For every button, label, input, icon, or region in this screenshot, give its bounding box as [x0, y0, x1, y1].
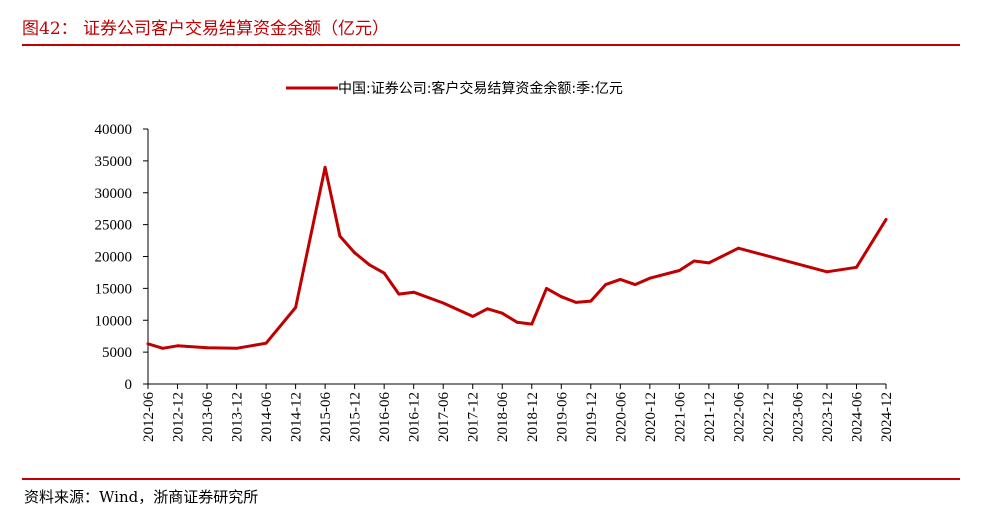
- x-tick-label: 2017-12: [466, 392, 482, 442]
- data-point: [589, 299, 593, 303]
- x-tick-label: 2012-06: [141, 392, 157, 442]
- x-tick-label: 2021-06: [672, 392, 688, 442]
- x-tick-label: 2024-12: [879, 392, 895, 442]
- data-point: [471, 315, 475, 318]
- data-point: [618, 278, 622, 281]
- y-tick-label: 25000: [95, 218, 133, 234]
- data-point: [604, 283, 607, 286]
- title-divider: [22, 44, 960, 46]
- data-point: [530, 322, 534, 326]
- x-tick-label: 2013-12: [230, 392, 246, 442]
- data-point: [382, 271, 386, 275]
- source-note: 资料来源：Wind，浙商证券研究所: [24, 488, 259, 506]
- data-point: [338, 234, 342, 238]
- series-group: [146, 165, 888, 350]
- x-tick-label: 2020-06: [613, 392, 629, 442]
- x-tick-label: 2018-12: [525, 392, 541, 442]
- x-tick-label: 2020-12: [643, 392, 659, 442]
- x-tick-label: 2013-06: [200, 392, 216, 442]
- y-tick-label: 5000: [102, 345, 132, 361]
- data-point: [692, 259, 696, 263]
- data-point: [648, 276, 652, 280]
- data-point: [545, 287, 548, 290]
- data-point: [176, 344, 179, 348]
- data-point: [559, 295, 563, 299]
- x-tick-label: 2021-12: [702, 392, 718, 442]
- data-point: [678, 269, 681, 272]
- x-axis-ticks: 2012-06 2012-12 2013-06 2013-12 2014-06 2014-…: [141, 384, 895, 442]
- data-point: [707, 261, 711, 265]
- legend-label: 中国:证券公司:客户交易结算资金余额:季:亿元: [338, 80, 623, 97]
- source-divider: [22, 478, 960, 480]
- data-point: [353, 251, 356, 255]
- x-tick-label: 2023-12: [820, 392, 836, 442]
- data-point: [235, 346, 239, 350]
- x-tick-label: 2015-12: [348, 392, 364, 442]
- x-tick-label: 2016-12: [407, 392, 423, 442]
- data-point: [412, 290, 416, 294]
- data-point: [323, 165, 327, 169]
- data-point: [397, 292, 401, 296]
- data-point: [825, 270, 829, 274]
- data-point: [368, 263, 371, 267]
- x-tick-label: 2014-06: [259, 392, 275, 442]
- figure-title: 图42： 证券公司客户交易结算资金余额（亿元）: [22, 19, 390, 39]
- y-tick-label: 0: [125, 377, 133, 393]
- data-point: [633, 283, 637, 286]
- y-tick-label: 10000: [95, 313, 133, 329]
- data-point: [205, 346, 209, 350]
- x-tick-label: 2019-06: [554, 392, 570, 442]
- data-point: [574, 301, 578, 304]
- data-point: [146, 342, 150, 346]
- data-point: [161, 346, 165, 350]
- y-tick-label: 40000: [95, 122, 133, 138]
- data-point: [264, 341, 268, 345]
- data-point: [737, 246, 740, 250]
- y-tick-label: 35000: [95, 154, 133, 170]
- y-tick-label: 30000: [95, 186, 133, 202]
- x-tick-label: 2017-06: [436, 392, 452, 442]
- x-tick-label: 2016-06: [377, 392, 393, 442]
- x-tick-label: 2018-06: [495, 392, 511, 442]
- data-point: [515, 320, 519, 324]
- y-tick-label: 20000: [95, 250, 133, 266]
- x-tick-label: 2019-12: [584, 392, 600, 442]
- y-axis-ticks: 0 5000 10000 15000 20000 25000 30000 35000 40000: [95, 122, 148, 393]
- y-tick-label: 15000: [95, 281, 133, 297]
- x-tick-label: 2022-12: [761, 392, 777, 442]
- x-tick-label: 2012-12: [171, 392, 187, 442]
- data-point: [486, 307, 489, 311]
- x-tick-label: 2024-06: [849, 392, 865, 442]
- line-chart: 中国:证券公司:客户交易结算资金余额:季:亿元 0 5000 10000 15000 2…: [95, 80, 896, 442]
- x-tick-label: 2023-06: [790, 392, 806, 442]
- x-tick-label: 2015-06: [318, 392, 334, 442]
- data-point: [294, 306, 297, 309]
- data-point: [441, 301, 445, 305]
- data-point: [855, 265, 858, 269]
- x-tick-label: 2014-12: [289, 392, 305, 442]
- data-point: [884, 218, 888, 221]
- x-tick-label: 2022-06: [731, 392, 747, 442]
- data-point: [500, 311, 504, 315]
- chart-legend: 中国:证券公司:客户交易结算资金余额:季:亿元: [286, 80, 623, 97]
